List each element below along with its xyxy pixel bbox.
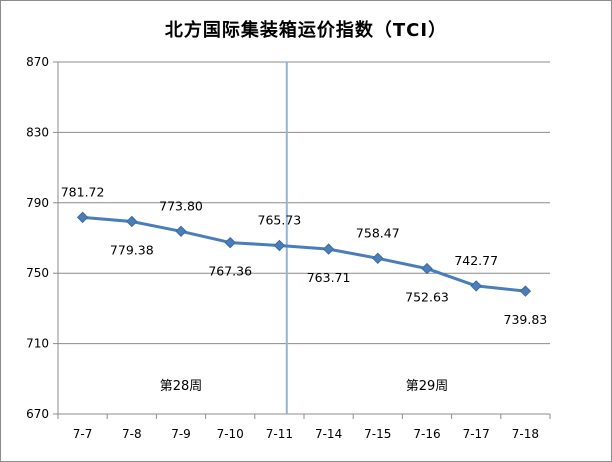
data-label-7-10: 767.36 xyxy=(208,264,252,279)
data-point-7-8 xyxy=(126,215,138,228)
y-tick-label: 870 xyxy=(26,55,49,69)
data-point-7-16 xyxy=(421,262,433,275)
data-label-7-9: 773.80 xyxy=(159,198,203,213)
x-tick-label-7-9: 7-9 xyxy=(171,427,191,441)
data-point-7-10 xyxy=(224,236,236,249)
data-label-7-11: 765.73 xyxy=(258,213,302,228)
y-tick-label: 670 xyxy=(26,407,49,421)
data-label-7-8: 779.38 xyxy=(110,242,154,257)
data-point-7-11 xyxy=(273,239,286,252)
y-tick-label: 790 xyxy=(26,196,49,210)
x-tick-label-7-14: 7-14 xyxy=(315,427,342,441)
data-label-7-7: 781.72 xyxy=(61,184,105,199)
data-point-7-14 xyxy=(322,243,335,255)
data-label-7-17: 742.77 xyxy=(454,253,498,268)
data-label-7-18: 739.83 xyxy=(504,312,548,327)
data-point-7-15 xyxy=(372,252,384,264)
data-label-7-15: 758.47 xyxy=(356,225,400,240)
x-tick-label-7-11: 7-11 xyxy=(266,427,293,441)
x-tick-label-7-10: 7-10 xyxy=(217,427,244,441)
x-tick-label-7-8: 7-8 xyxy=(122,427,142,441)
y-tick-label: 830 xyxy=(26,125,49,139)
series-line xyxy=(82,215,526,293)
data-label-7-14: 763.71 xyxy=(307,270,351,285)
data-point-7-18 xyxy=(519,285,532,297)
x-tick-label-7-16: 7-16 xyxy=(413,427,440,441)
data-label-7-16: 752.63 xyxy=(405,290,449,305)
x-tick-label-7-7: 7-7 xyxy=(73,427,93,441)
data-point-7-7 xyxy=(76,211,89,224)
x-tick-label-7-18: 7-18 xyxy=(512,427,539,441)
x-tick-label-7-15: 7-15 xyxy=(364,427,391,441)
week-label-2: 第29周 xyxy=(406,379,449,394)
x-tick-label-7-17: 7-17 xyxy=(463,427,490,441)
data-point-7-9 xyxy=(175,225,187,238)
week-label-1: 第28周 xyxy=(160,379,203,394)
chart-title: 北方国际集装箱运价指数（TCI） xyxy=(164,20,448,41)
data-point-7-17 xyxy=(470,280,482,292)
y-tick-label: 750 xyxy=(26,266,49,280)
y-tick-label: 710 xyxy=(26,337,49,351)
